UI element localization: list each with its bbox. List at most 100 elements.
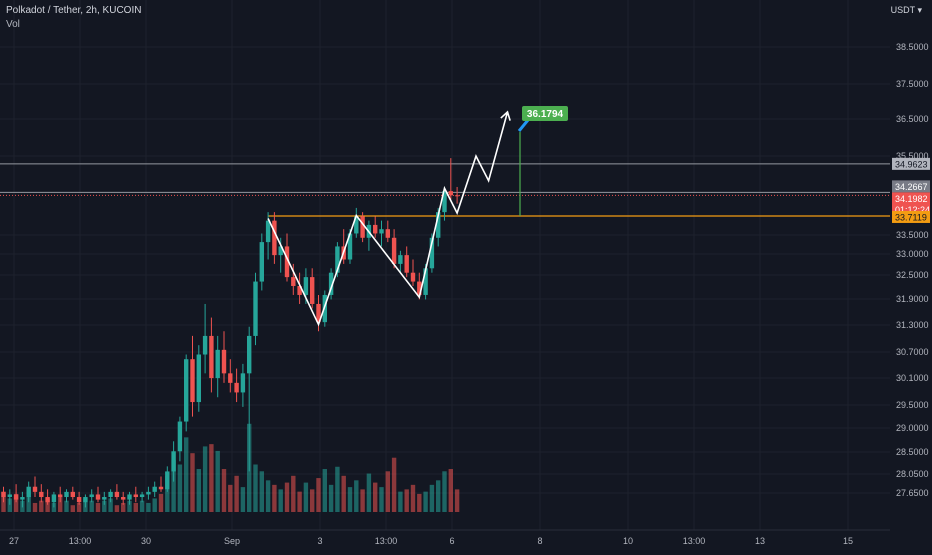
y-tick-label: 30.1000 [896, 373, 929, 383]
candle-body [347, 233, 353, 260]
x-tick-label: 13:00 [69, 536, 92, 546]
candle-body [127, 494, 132, 500]
volume-bar [76, 502, 82, 512]
volume-bar [146, 502, 151, 512]
candle-body [146, 491, 151, 495]
volume-bar [64, 500, 69, 512]
candle-body [379, 229, 384, 234]
volume-bar [139, 500, 145, 512]
x-tick-label: 13:00 [683, 536, 706, 546]
volume-bar [391, 457, 397, 512]
volume-bar [454, 489, 460, 512]
last-price-label-box [892, 192, 930, 205]
volume-bar [347, 487, 353, 512]
currency-selector[interactable]: USDT ▾ [891, 5, 922, 16]
candle-body [177, 421, 183, 452]
volume-bar [177, 464, 183, 512]
volume-bar [303, 482, 309, 512]
volume-bar [190, 453, 195, 512]
symbol-title[interactable]: Polkadot / Tether, 2h, KUCOIN [6, 5, 142, 16]
volume-bar [442, 471, 447, 512]
candle-body [70, 491, 75, 498]
dropdown-caret-icon: ▾ [917, 5, 922, 15]
y-tick-label: 36.5000 [896, 114, 929, 124]
candle-body [32, 486, 38, 492]
candle-body [398, 255, 403, 264]
candle-body [133, 494, 138, 498]
candle-body [354, 216, 359, 234]
candle-body [385, 229, 390, 238]
volume-bar [221, 469, 227, 512]
y-tick-label: 33.0000 [896, 249, 929, 259]
volume-bar [133, 502, 138, 512]
candle-body [139, 494, 145, 498]
target-label-box [522, 106, 568, 121]
candle-body [158, 486, 164, 490]
x-tick-label: 27 [9, 536, 19, 546]
volume-bar [253, 464, 258, 512]
candle-body [26, 486, 31, 498]
volume-bar [448, 469, 453, 512]
y-tick-label: 28.0500 [896, 469, 929, 479]
volume-bar [114, 505, 120, 512]
volume-bar [310, 489, 315, 512]
volume-bar [102, 500, 107, 512]
candle-body [373, 224, 378, 234]
candle-body [1, 491, 6, 498]
volume-bar [265, 480, 271, 512]
volume-bar [423, 491, 428, 512]
y-tick-label: 29.5000 [896, 400, 929, 410]
volume-bar [152, 498, 157, 512]
currency-label: USDT [890, 5, 915, 15]
candle-body [310, 277, 315, 304]
x-tick-label: 10 [623, 536, 633, 546]
volume-indicator-label[interactable]: Vol [6, 19, 20, 30]
candle-body [76, 497, 82, 503]
y-tick-label: 32.5000 [896, 270, 929, 280]
y-tick-label: 38.5000 [896, 42, 929, 52]
x-tick-label: 15 [843, 536, 853, 546]
volume-bar [410, 484, 416, 512]
candle-body [291, 277, 296, 287]
candle-body [108, 491, 113, 498]
volume-bar [51, 502, 57, 512]
volume-bar [202, 446, 208, 512]
volume-bar [215, 450, 220, 512]
candle-body [114, 491, 120, 498]
volume-bar [259, 471, 264, 512]
candle-body [234, 382, 239, 393]
candle-body [417, 281, 422, 295]
candle-body [121, 497, 126, 500]
y-tick-label: 37.5000 [896, 79, 929, 89]
candle-body [152, 486, 157, 492]
candle-body [278, 246, 283, 256]
volume-bar [95, 502, 101, 512]
candle-body [51, 494, 57, 503]
candle-body [83, 497, 88, 503]
candle-body [209, 335, 214, 379]
y-tick-label: 31.3000 [896, 320, 929, 330]
volume-bar [184, 437, 189, 512]
candle-body [215, 349, 220, 379]
x-tick-label: 8 [537, 536, 542, 546]
volume-bar [240, 487, 246, 512]
candle-body [410, 272, 416, 282]
candle-body [328, 272, 334, 295]
volume-bar [379, 487, 384, 512]
y-tick-label: 29.0000 [896, 423, 929, 433]
volume-bar [158, 493, 164, 512]
volume-bar [322, 469, 327, 512]
target-label: 36.1794 [527, 109, 564, 120]
candle-body [58, 494, 63, 498]
volume-bar [360, 489, 365, 512]
resistance-price-label-box [892, 157, 930, 170]
volume-bar [291, 475, 296, 512]
volume-bar [171, 459, 176, 512]
volume-bar [398, 491, 403, 512]
candle-body [7, 494, 12, 498]
candle-body [316, 303, 321, 323]
volume-bar [209, 444, 214, 512]
candle-body [247, 335, 252, 374]
